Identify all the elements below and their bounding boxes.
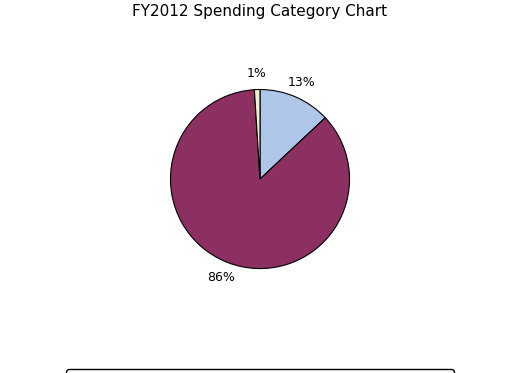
Legend: Wages & Salaries, Employee Benefits, Operating Expenses: Wages & Salaries, Employee Benefits, Ope… [67, 369, 453, 373]
Text: 86%: 86% [207, 271, 235, 284]
Text: 13%: 13% [288, 76, 316, 89]
Wedge shape [260, 90, 325, 179]
Wedge shape [254, 90, 260, 179]
Title: FY2012 Spending Category Chart: FY2012 Spending Category Chart [133, 4, 387, 19]
Wedge shape [171, 90, 349, 269]
Text: 1%: 1% [247, 67, 267, 80]
